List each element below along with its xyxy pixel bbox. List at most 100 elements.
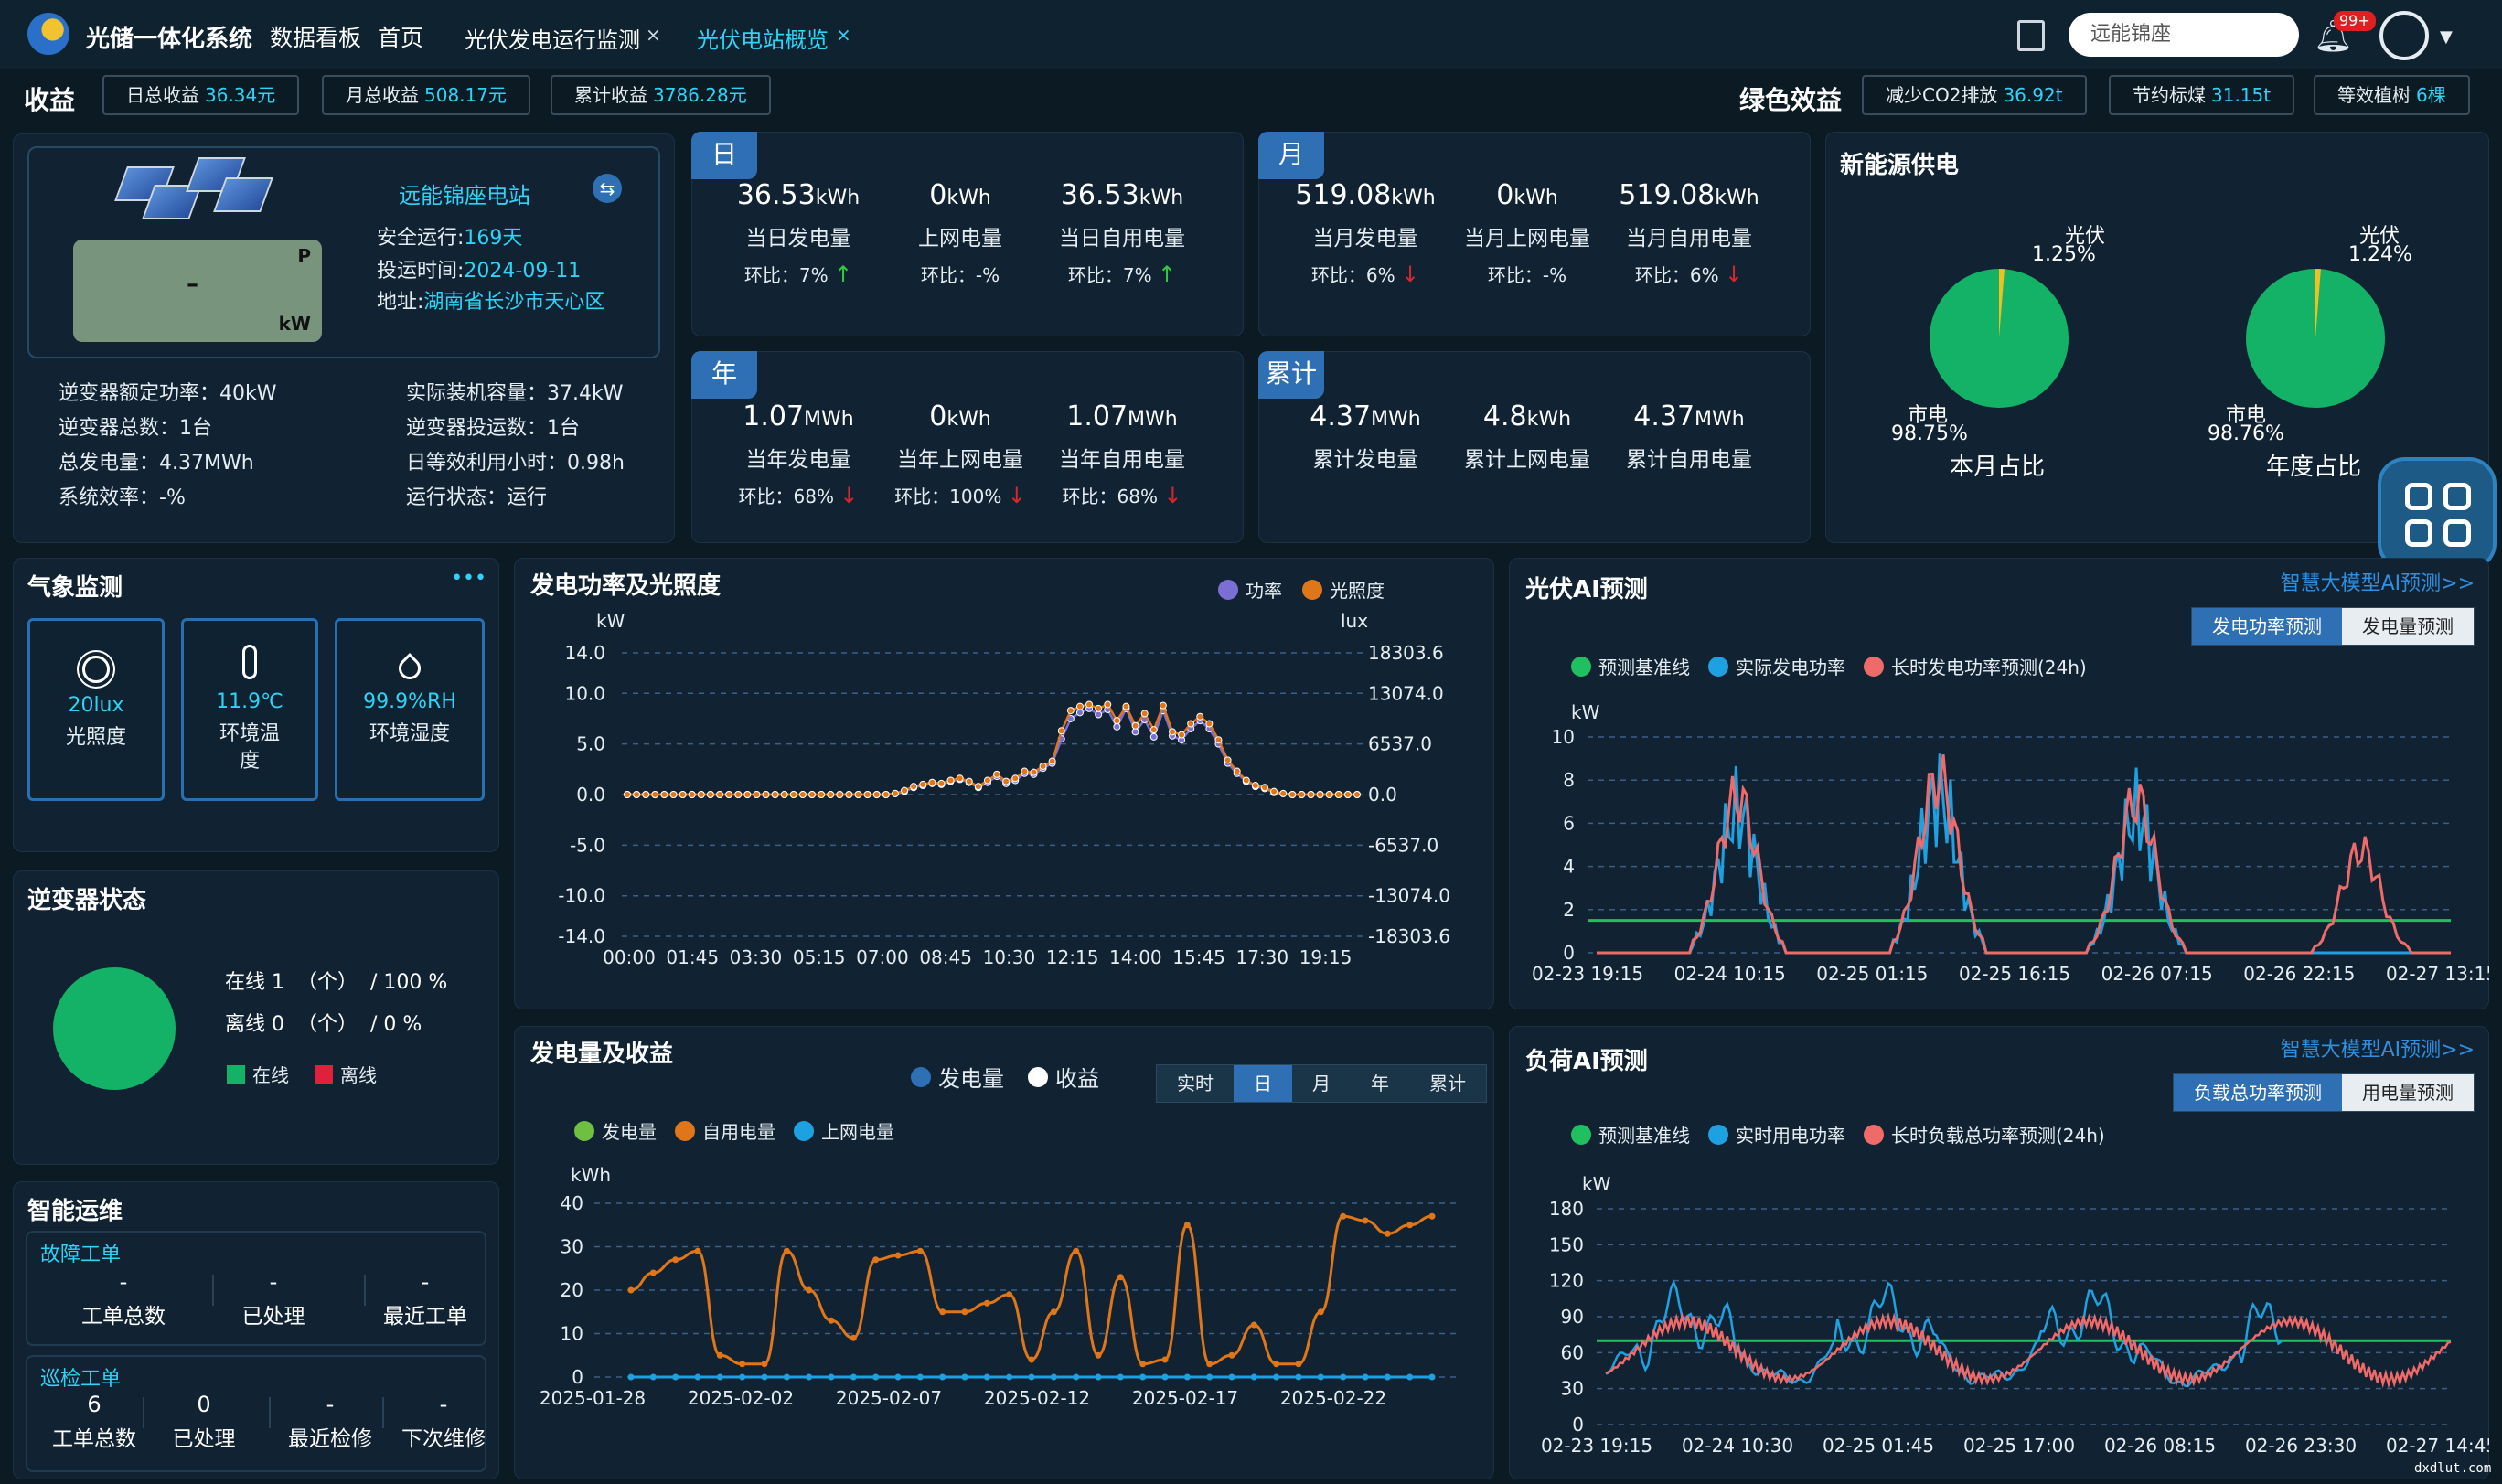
total-tag: 累计 xyxy=(1258,351,1324,399)
fault-item[interactable]: - 工单总数 xyxy=(64,1269,183,1329)
y-axis-unit: kW xyxy=(1582,1173,1611,1195)
total-revenue-label: 累计收益 xyxy=(574,84,647,106)
series-point xyxy=(716,791,724,798)
legend-self-use[interactable]: 自用电量 xyxy=(702,1121,775,1143)
series-point xyxy=(1030,768,1038,776)
weather-panel: 气象监测 ••• 20lux 光照度 11.9℃ 环境温度 99.9%RH 环境… xyxy=(13,558,499,852)
switch-station-icon[interactable]: ⇆ xyxy=(593,174,622,203)
x-tick-label: 17:30 xyxy=(1235,946,1288,968)
daily-revenue-label: 日总收益 xyxy=(126,84,199,106)
legend-actual[interactable]: 实际发电功率 xyxy=(1736,657,1845,678)
series-point xyxy=(872,791,881,798)
total-revenue-value: 3786.28元 xyxy=(653,84,747,106)
load-ai-link[interactable]: 智慧大模型AI预测>> xyxy=(2280,1039,2475,1062)
ops-label: 最近工单 xyxy=(383,1305,467,1329)
station-detail: 逆变器总数：1台 xyxy=(59,417,212,440)
series-point xyxy=(1316,791,1324,798)
tab-total[interactable]: 累计 xyxy=(1409,1065,1486,1102)
ops-divider xyxy=(212,1275,214,1306)
month-grid-label: 市电 xyxy=(1908,404,1949,427)
month-grid-pct: 98.75% xyxy=(1891,422,1968,445)
tree-value: 6棵 xyxy=(2416,84,2446,106)
nav-data-board[interactable]: 数据看板 xyxy=(270,25,362,51)
series-point xyxy=(762,791,770,798)
legend-load-baseline[interactable]: 预测基准线 xyxy=(1598,1125,1690,1147)
series-point xyxy=(910,783,918,791)
legend-gen-total[interactable]: 发电量 xyxy=(602,1121,657,1143)
series-point xyxy=(1362,1373,1369,1381)
legend-rev[interactable]: 收益 xyxy=(1055,1066,1099,1092)
patrol-orders-title[interactable]: 巡检工单 xyxy=(40,1368,122,1391)
series-point xyxy=(753,791,761,798)
tab-realtime[interactable]: 实时 xyxy=(1157,1065,1234,1102)
legend-power-swatch xyxy=(1218,579,1238,600)
series-point xyxy=(872,1373,880,1381)
stat-change: 环比：68% ↓ xyxy=(1035,482,1209,508)
humidity-card: 99.9%RH 环境湿度 xyxy=(335,618,485,801)
stat-number: 1.07 xyxy=(743,400,805,432)
year-stat-2: 1.07MWh 当年自用电量 环比：68% ↓ xyxy=(1035,400,1209,508)
tab-power-forecast[interactable]: 发电功率预测 xyxy=(2192,608,2342,645)
total-stat-1: 4.8kWh 累计上网电量 xyxy=(1440,400,1614,473)
stat-unit: kWh xyxy=(1526,408,1572,431)
legend-load-forecast[interactable]: 长时负载总功率预测(24h) xyxy=(1891,1125,2105,1147)
tab-pv-overview[interactable]: 光伏电站概览 xyxy=(697,27,829,53)
tab-pv-monitor[interactable]: 光伏发电运行监测 xyxy=(465,27,640,53)
legend-forecast-swatch xyxy=(1864,656,1884,677)
tab-pv-overview-close-icon[interactable]: × xyxy=(836,24,851,46)
legend-forecast[interactable]: 长时发电功率预测(24h) xyxy=(1891,657,2087,678)
tab-day[interactable]: 日 xyxy=(1234,1065,1292,1102)
series-point xyxy=(956,774,964,783)
station-search-input[interactable]: 远能锦座 xyxy=(2069,13,2299,57)
series-point xyxy=(1334,791,1342,798)
fault-item[interactable]: - 最近工单 xyxy=(366,1269,485,1329)
year-tag: 年 xyxy=(691,351,757,399)
legend-gen[interactable]: 发电量 xyxy=(938,1066,1004,1092)
stat-change-text: 环比：68% xyxy=(738,486,834,507)
stat-unit: kWh xyxy=(815,187,861,209)
app-grid-menu-icon[interactable] xyxy=(2378,457,2497,571)
illuminance-value: 20lux xyxy=(68,694,124,717)
series-point xyxy=(1270,787,1278,795)
ops-divider xyxy=(269,1397,271,1428)
series-point xyxy=(916,1247,924,1254)
series-point xyxy=(660,791,668,798)
nav-home[interactable]: 首页 xyxy=(378,25,424,51)
monthly-revenue-box: 月总收益 508.17元 xyxy=(322,75,530,115)
legend-baseline[interactable]: 预测基准线 xyxy=(1598,657,1690,678)
stat-number: 1.07 xyxy=(1066,400,1128,432)
tab-year[interactable]: 年 xyxy=(1351,1065,1409,1102)
station-detail: 运行状态：运行 xyxy=(406,486,548,509)
stat-number: 36.53 xyxy=(1060,179,1139,211)
series-point xyxy=(1113,717,1121,725)
tab-load-power-forecast[interactable]: 负载总功率预测 xyxy=(2174,1074,2342,1111)
x-tick-label: 02-26 22:15 xyxy=(2243,963,2355,985)
year-stats-panel: 年 xyxy=(691,351,1244,543)
tab-pv-monitor-close-icon[interactable]: × xyxy=(646,24,661,46)
patrol-item[interactable]: - 下次维修 xyxy=(384,1392,503,1452)
series-point xyxy=(633,791,641,798)
patrol-item[interactable]: - 最近检修 xyxy=(271,1392,390,1452)
stat-label: 当月上网电量 xyxy=(1464,227,1590,251)
station-name[interactable]: 远能锦座电站 xyxy=(399,183,530,208)
y-tick-label: 6 xyxy=(1563,812,1575,834)
legend-load-actual[interactable]: 实时用电功率 xyxy=(1736,1125,1845,1147)
more-options-icon[interactable]: ••• xyxy=(451,567,486,590)
user-avatar-icon[interactable] xyxy=(2379,11,2429,60)
patrol-item[interactable]: 6 工单总数 xyxy=(35,1392,154,1452)
fault-orders-title[interactable]: 故障工单 xyxy=(40,1244,122,1266)
patrol-item[interactable]: 0 已处理 xyxy=(144,1392,263,1452)
fault-item[interactable]: - 已处理 xyxy=(214,1269,333,1329)
tab-consumption-forecast[interactable]: 用电量预测 xyxy=(2342,1074,2474,1111)
tab-month[interactable]: 月 xyxy=(1292,1065,1351,1102)
pv-ai-link[interactable]: 智慧大模型AI预测>> xyxy=(2280,572,2475,595)
series-point xyxy=(789,791,797,798)
day-tag: 日 xyxy=(691,132,757,179)
series-point xyxy=(1006,1373,1013,1381)
stat-value: 519.08kWh xyxy=(1602,179,1776,211)
legend-grid-feed[interactable]: 上网电量 xyxy=(821,1121,894,1143)
pv-ai-tabs: 发电功率预测 发电量预测 xyxy=(2191,607,2475,646)
tab-energy-forecast[interactable]: 发电量预测 xyxy=(2342,608,2474,645)
user-menu-chevron-down-icon[interactable]: ▼ xyxy=(2440,27,2453,47)
report-icon[interactable] xyxy=(2017,20,2045,51)
